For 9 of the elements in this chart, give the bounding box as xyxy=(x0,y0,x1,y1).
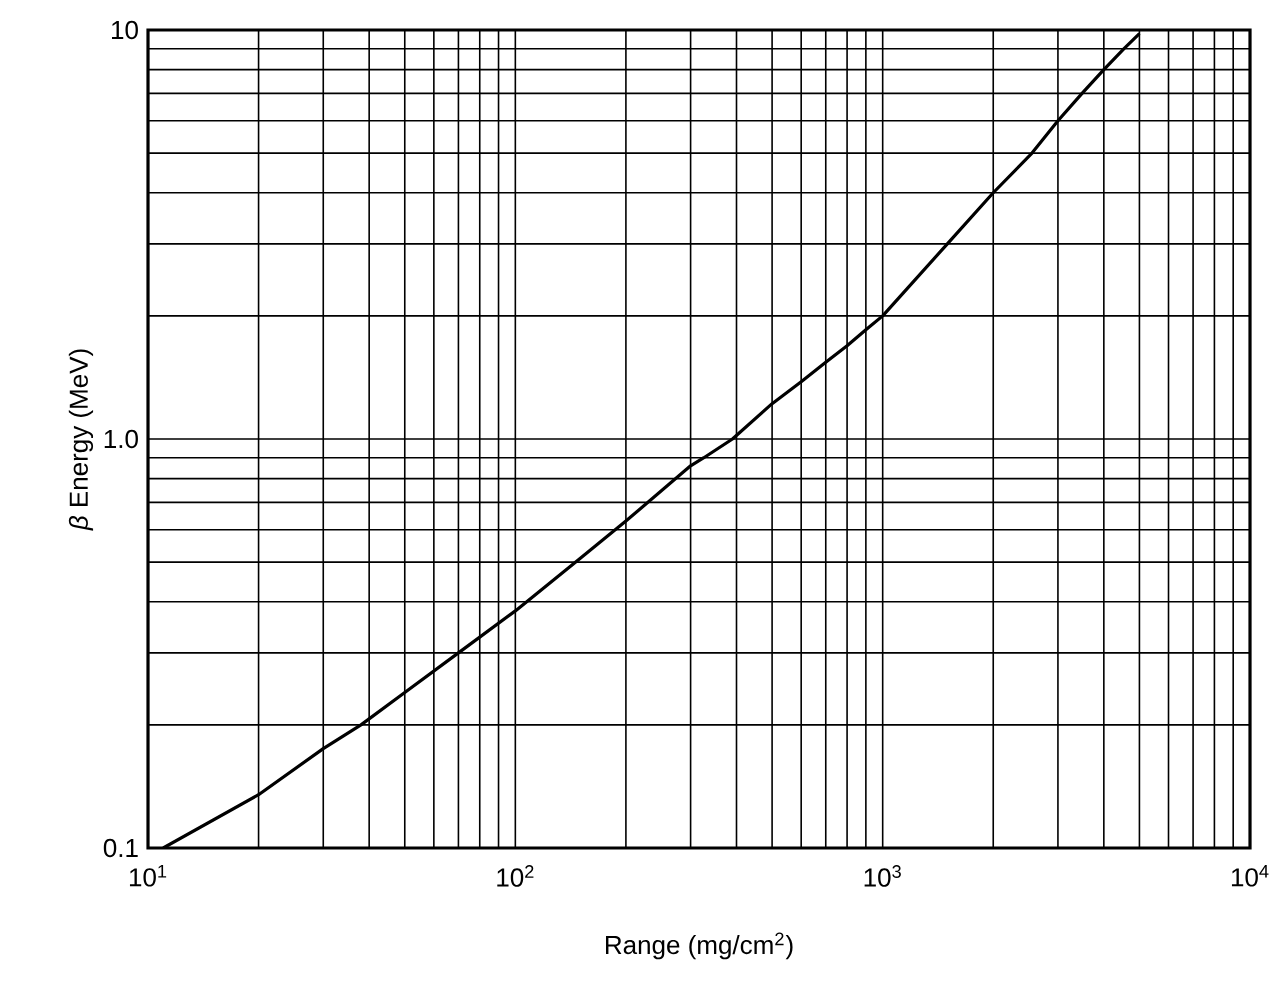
x-tick-label: 10$^{2}$ xyxy=(497,865,534,887)
x-axis-title: Range (mg/cm$^{2}$) xyxy=(606,932,793,960)
x-tick-label: 10$^{4}$ xyxy=(1231,865,1269,887)
x-tick-label: 10$^{1}$ xyxy=(129,865,167,887)
y-axis-title: β Energy (MeV) xyxy=(68,349,94,531)
y-tick-label: 10 xyxy=(112,20,138,40)
y-tick-label: 1.0 xyxy=(104,429,138,449)
x-tick-label: 10$^{3}$ xyxy=(864,865,901,887)
y-tick-label: 0.1 xyxy=(103,838,138,858)
